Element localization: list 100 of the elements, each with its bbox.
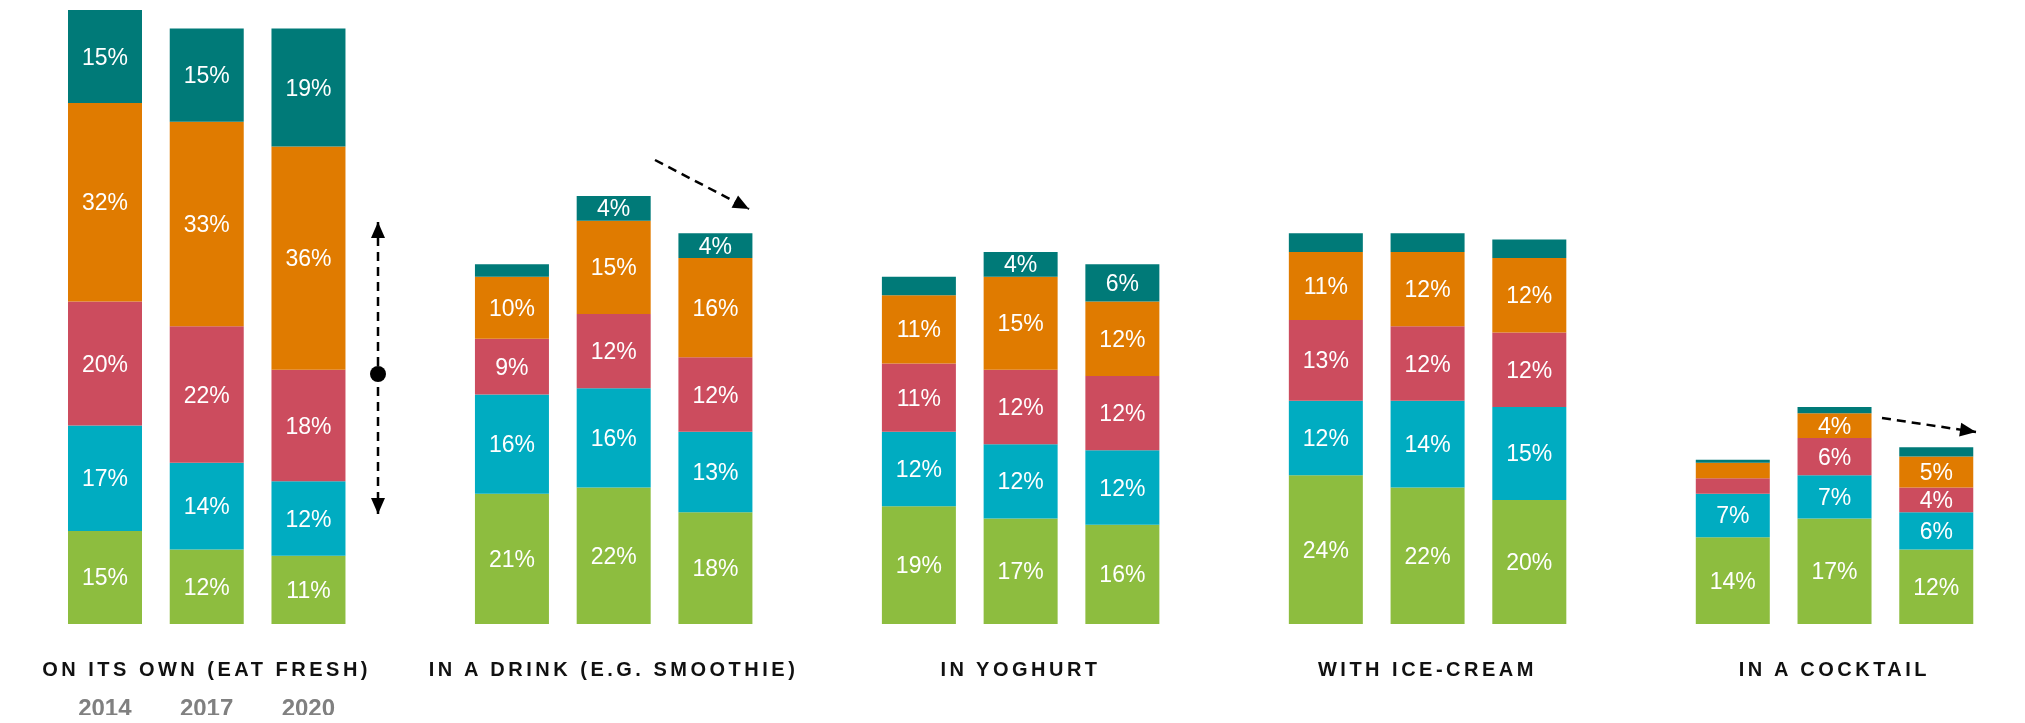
bar [474, 276, 549, 339]
bar [1390, 487, 1465, 624]
bar [576, 220, 651, 314]
data-label: 6% [1817, 443, 1852, 470]
data-label: 12% [1404, 276, 1451, 303]
bar [1288, 320, 1363, 401]
data-label: 19% [285, 74, 332, 101]
data-label: 4% [1004, 251, 1038, 278]
bar [1797, 518, 1872, 624]
data-label: 16% [1099, 561, 1146, 588]
bar [576, 313, 651, 389]
data-label: 12% [1099, 325, 1146, 352]
bar [1899, 512, 1974, 550]
bar [983, 444, 1058, 519]
bar [1695, 462, 1770, 479]
bar [1492, 406, 1567, 500]
bar [983, 276, 1058, 370]
bar [1390, 251, 1465, 327]
data-label: 15% [1506, 440, 1553, 467]
bar [1492, 332, 1567, 407]
bar [1492, 499, 1567, 624]
bar [1899, 447, 1974, 457]
bar [1288, 233, 1363, 252]
data-label: 32% [81, 189, 129, 216]
data-label: 6% [1919, 517, 1953, 544]
bar [1390, 233, 1465, 252]
bar [678, 258, 753, 358]
data-label: 12% [285, 505, 332, 532]
bar [68, 10, 142, 104]
data-label: 22% [590, 542, 637, 569]
bar [1085, 524, 1160, 624]
data-label: 4% [597, 195, 631, 222]
bar [1797, 475, 1872, 519]
bar [1492, 239, 1567, 259]
text: IN A COCKTAIL [1738, 658, 1931, 680]
bar [68, 301, 142, 426]
data-label: 5% [1919, 459, 1953, 486]
bar [1390, 326, 1465, 401]
bar [1797, 406, 1872, 414]
bar [1695, 478, 1770, 494]
data-label: 11% [896, 384, 942, 411]
bar [474, 493, 549, 624]
data-label: 9% [495, 353, 529, 380]
bar [1288, 475, 1363, 624]
data-label: 12% [1099, 474, 1146, 501]
data-label: 24% [1302, 536, 1349, 563]
data-label: 14% [1709, 567, 1756, 594]
bar [271, 146, 346, 370]
bar [169, 28, 244, 122]
text: IN A DRINK (E.G. SMOOTHIE) [428, 658, 799, 680]
data-label: 14% [1404, 431, 1451, 458]
bar [169, 121, 244, 327]
data-label: 15% [183, 62, 230, 89]
data-label: 17% [997, 558, 1044, 585]
data-label: 12% [1506, 356, 1553, 383]
data-label: 16% [590, 424, 637, 451]
bar [474, 338, 549, 395]
text: ON ITS OWN (EAT FRESH) [42, 658, 372, 680]
bar [881, 276, 956, 296]
data-label: 13% [692, 459, 739, 486]
bar [68, 425, 142, 531]
bar [881, 295, 956, 364]
data-label: 7% [1817, 483, 1852, 510]
bar [68, 103, 142, 302]
data-label: 7% [1716, 502, 1750, 529]
data-label: 12% [1404, 350, 1451, 377]
bar [983, 369, 1058, 445]
bar [68, 530, 142, 624]
bar [271, 369, 346, 482]
data-label: 12% [1913, 573, 1960, 600]
bar [1695, 537, 1770, 624]
data-label: 4% [1919, 486, 1953, 513]
data-label: 6% [1105, 269, 1139, 296]
data-label: 15% [81, 564, 129, 591]
data-label: 20% [81, 350, 129, 377]
bar [1288, 400, 1363, 476]
data-label: 12% [997, 393, 1044, 420]
text: IN YOGHURT [940, 658, 1101, 680]
data-label: 12% [895, 455, 942, 482]
data-label: 22% [183, 381, 230, 408]
bar [678, 357, 753, 432]
data-label: 12% [590, 338, 637, 365]
bar [678, 431, 753, 513]
data-label: 19% [895, 552, 942, 579]
bar [881, 363, 956, 432]
bar [474, 394, 549, 494]
data-label: 12% [1302, 424, 1349, 451]
data-label: 15% [997, 310, 1044, 337]
bar [474, 264, 549, 277]
data-label: 4% [698, 232, 733, 259]
bar [1390, 400, 1465, 488]
data-label: 20% [1506, 548, 1553, 575]
bar [1492, 258, 1567, 333]
data-label: 36% [285, 245, 332, 272]
bar [271, 481, 346, 556]
bar [169, 549, 244, 624]
bar [1288, 251, 1363, 321]
bar [576, 388, 651, 488]
data-label: 16% [488, 431, 535, 458]
bar [678, 512, 753, 624]
